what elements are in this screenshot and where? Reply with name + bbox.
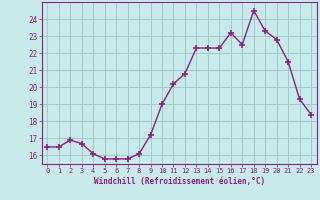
X-axis label: Windchill (Refroidissement éolien,°C): Windchill (Refroidissement éolien,°C) [94,177,265,186]
